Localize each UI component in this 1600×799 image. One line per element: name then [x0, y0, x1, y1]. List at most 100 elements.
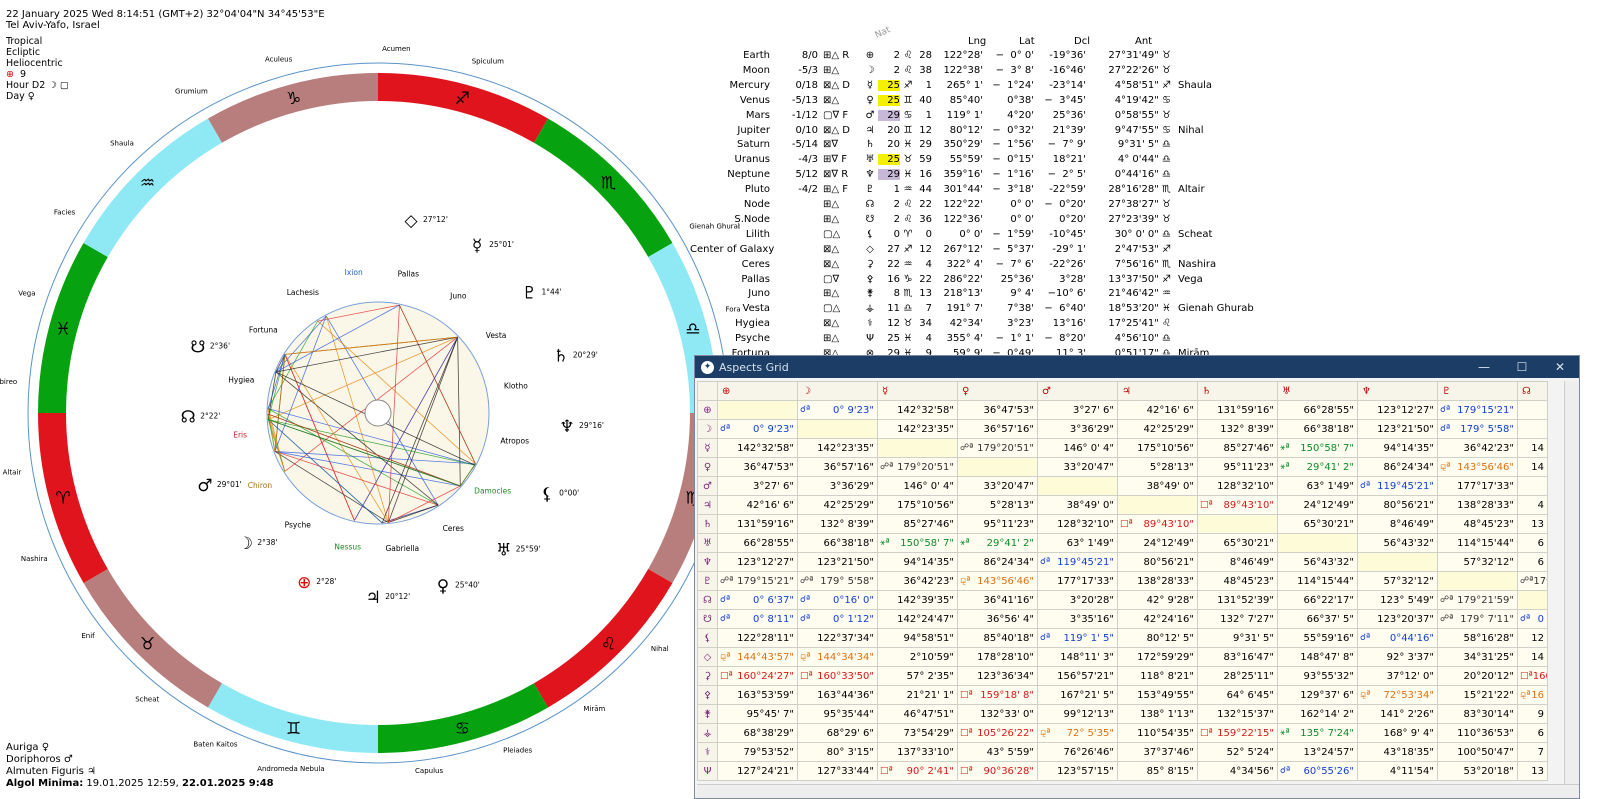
aspect-cell[interactable]: 53°20'18"	[1437, 761, 1518, 781]
aspect-cell[interactable]: 66°38'18"	[797, 533, 878, 553]
aspects-grid-window[interactable]: ✦ Aspects Grid — ☐ ✕ ⊕ ☽ ☿ ♀ ♂ ♃ ♄ ♅ ♆ ♇ ☊ ⊕ ☌ª 0° 9'…	[694, 355, 1580, 799]
aspect-cell[interactable]: 34°31'25"	[1437, 647, 1518, 667]
aspect-cell[interactable]: 132°33' 0"	[957, 704, 1038, 724]
aspect-cell[interactable]: □ª 105°26'22"	[957, 723, 1038, 743]
aspect-cell[interactable]: 9°31' 5"	[1197, 628, 1278, 648]
aspect-cell[interactable]: ⚼ª 144°43'57"	[717, 647, 798, 667]
aspect-cell[interactable]: 4°34'56"	[1197, 761, 1278, 781]
aspect-cell[interactable]: 66°28'55"	[1277, 400, 1358, 420]
aspect-cell[interactable]: 123°20'37"	[1357, 609, 1438, 629]
aspect-cell[interactable]: 14	[1517, 647, 1548, 667]
aspect-cell[interactable]: 3°27' 6"	[717, 476, 798, 496]
aspect-cell[interactable]: 66°28'55"	[717, 533, 798, 553]
grid-row-header[interactable]: ♀	[697, 457, 718, 477]
aspect-cell[interactable]: ☌ª 0° 8'11"	[717, 609, 798, 629]
aspect-cell[interactable]: 3°36'29"	[797, 476, 878, 496]
aspect-cell[interactable]: 137°33'10"	[877, 742, 958, 762]
aspect-cell[interactable]: 12	[1517, 628, 1548, 648]
aspect-cell[interactable]: ⚹ª 150°58' 7"	[877, 533, 958, 553]
aspect-cell[interactable]: 95°35'44"	[797, 704, 878, 724]
grid-col-header[interactable]: ♇	[1437, 381, 1518, 401]
aspect-cell[interactable]: ☌ª 0	[1517, 609, 1548, 629]
aspect-cell[interactable]: 123°36'34"	[957, 666, 1038, 686]
aspect-cell[interactable]: 85°27'46"	[1197, 438, 1278, 458]
aspect-cell[interactable]: 177°17'33"	[1037, 571, 1118, 591]
aspect-cell[interactable]: 33°20'47"	[1037, 457, 1118, 477]
grid-row-header[interactable]: ⚸	[697, 628, 718, 648]
aspect-cell[interactable]: 156°57'21"	[1037, 666, 1118, 686]
minimize-button[interactable]: —	[1478, 360, 1490, 374]
aspect-cell[interactable]: 15°21'22"	[1437, 685, 1518, 705]
aspect-cell[interactable]: 48°45'23"	[1437, 514, 1518, 534]
aspect-cell[interactable]: 56°43'32"	[1357, 533, 1438, 553]
aspect-cell[interactable]: 56°43'32"	[1277, 552, 1358, 572]
aspect-cell[interactable]: 138°28'33"	[1437, 495, 1518, 515]
horizontal-scrollbar[interactable]	[697, 784, 1579, 798]
aspect-cell[interactable]: 132°15'37"	[1197, 704, 1278, 724]
aspect-cell[interactable]: 36°47'53"	[717, 457, 798, 477]
aspect-cell[interactable]: 80°56'21"	[1357, 495, 1438, 515]
aspect-cell[interactable]: 42°25'29"	[797, 495, 878, 515]
aspect-cell[interactable]: 92° 3'37"	[1357, 647, 1438, 667]
aspect-cell[interactable]: ☍ª 179° 7'11"	[1437, 609, 1518, 629]
grid-row-header[interactable]: ♃	[697, 495, 718, 515]
aspect-cell[interactable]: 83°30'14"	[1437, 704, 1518, 724]
aspect-cell[interactable]: 36°42'23"	[1437, 438, 1518, 458]
aspect-cell[interactable]	[877, 438, 958, 458]
aspect-cell[interactable]: 94°14'35"	[1357, 438, 1438, 458]
aspect-cell[interactable]: 3°36'29"	[1037, 419, 1118, 439]
aspect-cell[interactable]: ☌ª 119°45'21"	[1037, 552, 1118, 572]
aspect-cell[interactable]: 66°37' 5"	[1277, 609, 1358, 629]
aspect-cell[interactable]	[1037, 476, 1118, 496]
aspect-cell[interactable]: 8°46'49"	[1357, 514, 1438, 534]
grid-row-header[interactable]: ⊕	[697, 400, 718, 420]
aspect-cell[interactable]: 129°37' 6"	[1277, 685, 1358, 705]
aspect-cell[interactable]: 142°32'58"	[717, 438, 798, 458]
grid-row-header[interactable]: ⚵	[697, 704, 718, 724]
aspect-cell[interactable]: 131°52'39"	[1197, 590, 1278, 610]
aspect-cell[interactable]: 14	[1517, 457, 1548, 477]
grid-row-header[interactable]: ⚶	[697, 723, 718, 743]
grid-col-header[interactable]: ⊕	[717, 381, 798, 401]
aspect-cell[interactable]: 36°56' 4"	[957, 609, 1038, 629]
aspect-cell[interactable]: 58°16'28"	[1437, 628, 1518, 648]
aspect-cell[interactable]: 6	[1517, 552, 1548, 572]
aspect-cell[interactable]: 57°32'12"	[1357, 571, 1438, 591]
aspect-cell[interactable]	[1517, 476, 1548, 496]
aspect-cell[interactable]: 128°32'10"	[1197, 476, 1278, 496]
aspect-cell[interactable]: 95°11'23"	[957, 514, 1038, 534]
aspect-cell[interactable]: 64° 6'45"	[1197, 685, 1278, 705]
aspect-cell[interactable]: 42°16' 6"	[1117, 400, 1198, 420]
aspect-cell[interactable]: 36°41'16"	[957, 590, 1038, 610]
aspect-cell[interactable]: 37°12' 0"	[1357, 666, 1438, 686]
aspect-cell[interactable]: 123°12'27"	[1357, 400, 1438, 420]
aspect-cell[interactable]: ☌ª 119° 1' 5"	[1037, 628, 1118, 648]
aspect-cell[interactable]: ⚹ª 29°41' 2"	[1277, 457, 1358, 477]
aspect-cell[interactable]: ☌ª 179° 5'58"	[1437, 419, 1518, 439]
aspect-cell[interactable]: 65°30'21"	[1277, 514, 1358, 534]
aspect-cell[interactable]: 80°12' 5"	[1117, 628, 1198, 648]
aspect-cell[interactable]	[1277, 533, 1358, 553]
aspect-cell[interactable]: □ª 159°18' 8"	[957, 685, 1038, 705]
grid-row-header[interactable]: ♅	[697, 533, 718, 553]
aspect-cell[interactable]: ☍ª 179°15'21"	[717, 571, 798, 591]
aspect-cell[interactable]: 8°46'49"	[1197, 552, 1278, 572]
aspect-cell[interactable]: 66°22'17"	[1277, 590, 1358, 610]
aspect-cell[interactable]	[957, 457, 1038, 477]
aspect-cell[interactable]: 118° 8'21"	[1117, 666, 1198, 686]
aspect-cell[interactable]: 63° 1'49"	[1037, 533, 1118, 553]
aspect-cell[interactable]: 86°24'34"	[1357, 457, 1438, 477]
aspect-cell[interactable]: 52° 5'24"	[1197, 742, 1278, 762]
aspect-cell[interactable]: 175°10'56"	[877, 495, 958, 515]
aspect-cell[interactable]: 13°24'57"	[1277, 742, 1358, 762]
grid-row-header[interactable]: ♂	[697, 476, 718, 496]
aspect-cell[interactable]	[1517, 419, 1548, 439]
aspect-cell[interactable]: 85° 8'15"	[1117, 761, 1198, 781]
natal-chart-wheel[interactable]: ♐♏♎♍♌♋♊♉♈♓♒♑ SpiculumAcumenAculeusGrumiu…	[0, 30, 740, 790]
aspect-cell[interactable]: 142°23'35"	[877, 419, 958, 439]
aspect-cell[interactable]: 66°38'18"	[1277, 419, 1358, 439]
aspect-cell[interactable]: 99°12'13"	[1037, 704, 1118, 724]
aspect-cell[interactable]: 80°56'21"	[1117, 552, 1198, 572]
